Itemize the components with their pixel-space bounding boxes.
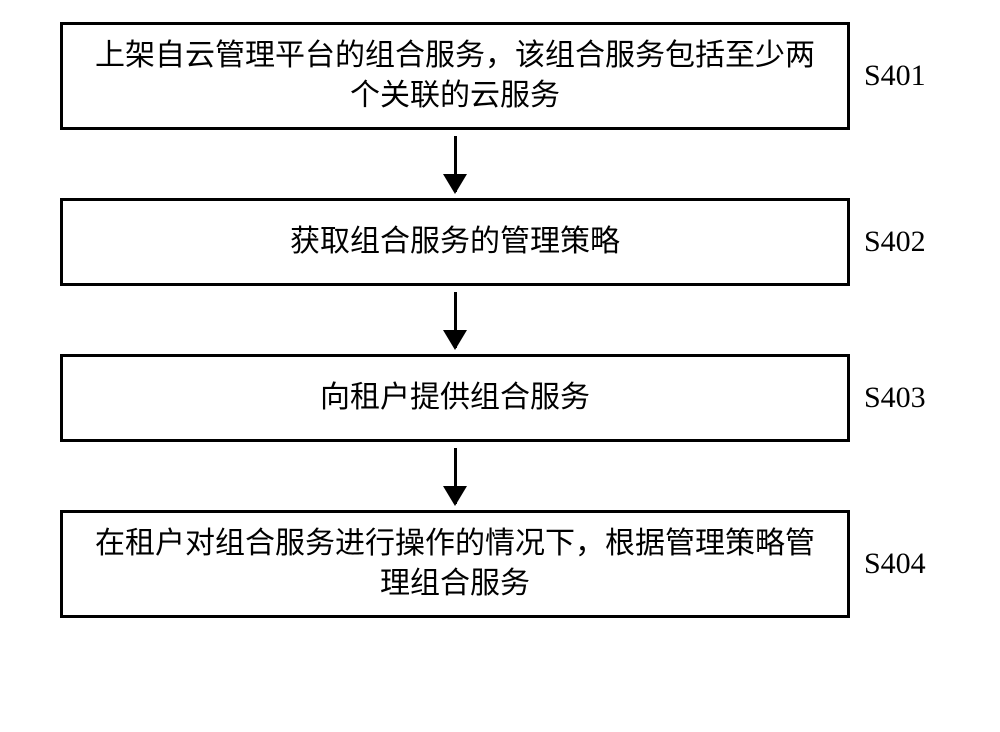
label-text: S402 (864, 225, 926, 258)
step-text: 获取组合服务的管理策略 (290, 222, 620, 263)
step-box-s403: 向租户提供组合服务 (60, 354, 850, 442)
arrow-line (454, 292, 457, 348)
step-row-s404: 在租户对组合服务进行操作的情况下，根据管理策略管理组合服务 ⌒S404 (60, 510, 940, 618)
arrow-s402-s403 (60, 292, 850, 348)
label-text: S401 (864, 59, 926, 92)
step-row-s401: 上架自云管理平台的组合服务，该组合服务包括至少两个关联的云服务 ⌒S401 (60, 22, 940, 130)
arrow-line (454, 448, 457, 504)
label-text: S404 (864, 547, 926, 580)
step-box-s402: 获取组合服务的管理策略 (60, 198, 850, 286)
arrow-s403-s404 (60, 448, 850, 504)
label-text: S403 (864, 381, 926, 414)
flowchart-container: 上架自云管理平台的组合服务，该组合服务包括至少两个关联的云服务 ⌒S401 获取… (60, 22, 940, 618)
step-row-s402: 获取组合服务的管理策略 ⌒S402 (60, 198, 940, 286)
step-label-s402: ⌒S402 (864, 225, 926, 259)
step-label-s404: ⌒S404 (864, 547, 926, 581)
step-label-s401: ⌒S401 (864, 59, 926, 93)
step-text: 上架自云管理平台的组合服务，该组合服务包括至少两个关联的云服务 (83, 36, 827, 117)
arrow-s401-s402 (60, 136, 850, 192)
step-text: 在租户对组合服务进行操作的情况下，根据管理策略管理组合服务 (83, 524, 827, 605)
step-box-s404: 在租户对组合服务进行操作的情况下，根据管理策略管理组合服务 (60, 510, 850, 618)
step-box-s401: 上架自云管理平台的组合服务，该组合服务包括至少两个关联的云服务 (60, 22, 850, 130)
step-label-s403: ⌒S403 (864, 381, 926, 415)
step-row-s403: 向租户提供组合服务 ⌒S403 (60, 354, 940, 442)
arrow-line (454, 136, 457, 192)
step-text: 向租户提供组合服务 (320, 378, 590, 419)
